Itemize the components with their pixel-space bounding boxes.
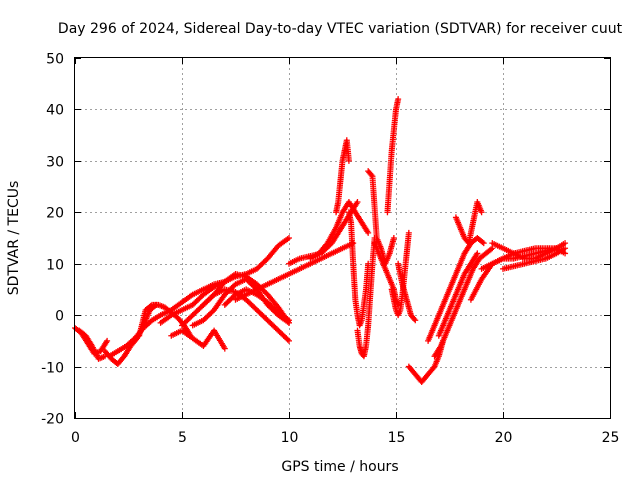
x-tick-label: 5 (178, 430, 187, 446)
data-point (479, 239, 486, 246)
series-track-14 (307, 199, 372, 262)
y-tick-label: 40 (46, 103, 64, 119)
grid (75, 58, 610, 418)
data-point (350, 240, 357, 247)
data-point (286, 235, 292, 241)
x-tick-label: 20 (495, 430, 513, 446)
data-point (368, 172, 375, 178)
series-track-20 (384, 96, 402, 216)
data-point (345, 157, 352, 164)
series-track-26 (435, 250, 481, 339)
y-tick-label: 30 (46, 155, 64, 171)
series-track-17 (354, 235, 378, 360)
y-tick-label: 20 (46, 206, 64, 222)
data-point (147, 302, 154, 309)
x-tick-label: 25 (602, 430, 620, 446)
series-track-25 (431, 245, 496, 360)
data-point (412, 317, 419, 324)
data-point (231, 292, 238, 299)
series-track-22 (395, 260, 419, 324)
data-point (405, 229, 412, 236)
series-track-02 (76, 327, 108, 362)
series-track-15 (333, 137, 352, 216)
y-tick-label: 10 (46, 258, 64, 274)
data-point (104, 337, 111, 344)
data-point (553, 245, 560, 252)
x-tick-label: 0 (71, 430, 80, 446)
series-track-11 (221, 286, 292, 324)
y-tick-label: 0 (55, 309, 64, 325)
data-point (474, 250, 481, 257)
data-point (489, 245, 496, 252)
y-tick-label: -10 (41, 361, 64, 377)
x-axis-label: GPS time / hours (281, 459, 398, 475)
data-point (562, 250, 569, 257)
data-point (231, 282, 238, 289)
y-tick-label: 50 (46, 52, 64, 68)
data-points (72, 96, 569, 385)
data-point (562, 245, 569, 252)
series-track-12 (232, 240, 357, 303)
data-point (480, 240, 487, 247)
series-track-24 (425, 235, 487, 344)
x-tick-label: 10 (281, 430, 299, 446)
x-tick-label: 15 (388, 430, 406, 446)
data-point (488, 246, 495, 253)
data-point (286, 337, 292, 344)
data-point (478, 209, 485, 216)
data-point (286, 317, 292, 324)
y-tick-label: -20 (41, 412, 64, 428)
data-point (411, 316, 418, 322)
series-track-16 (345, 209, 372, 329)
data-point (395, 96, 402, 103)
series-track-21 (388, 229, 412, 319)
series-track-10 (168, 327, 228, 352)
data-point (365, 229, 372, 236)
data-point (562, 240, 569, 247)
data-point (390, 235, 397, 241)
series-track-19 (371, 240, 402, 308)
data-point (221, 345, 228, 352)
series-track-27 (452, 199, 485, 247)
series-track-31 (500, 245, 569, 272)
plot-frame (74, 57, 611, 419)
series-track-18 (365, 168, 397, 267)
data-point (284, 336, 291, 343)
y-axis-label: SDTVAR / TECUs (6, 181, 22, 296)
data-point (354, 199, 361, 205)
chart-title: Day 296 of 2024, Sidereal Day-to-day VTE… (58, 21, 623, 37)
